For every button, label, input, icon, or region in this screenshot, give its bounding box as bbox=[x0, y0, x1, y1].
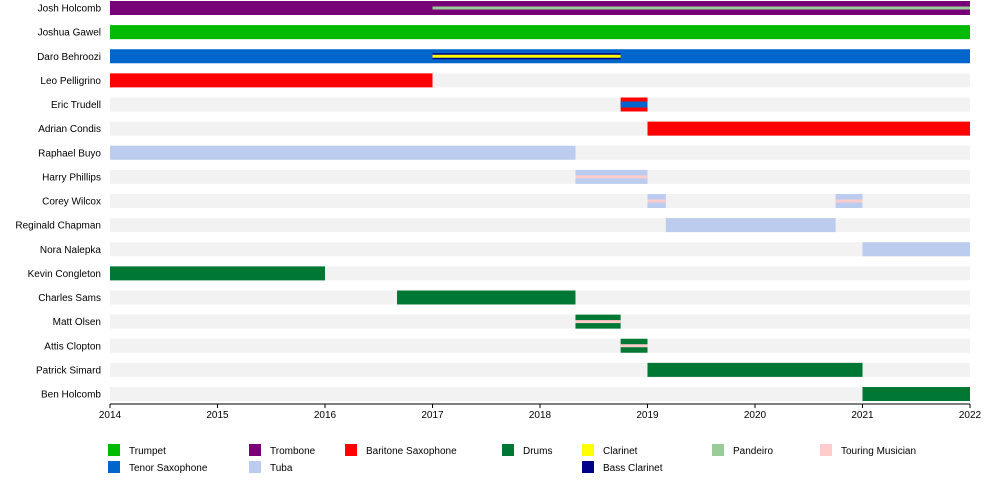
legend-label-clarinet: Clarinet bbox=[603, 446, 638, 457]
member-label-raphael-buyo: Raphael Buyo bbox=[38, 148, 101, 159]
row-background bbox=[110, 97, 970, 112]
legend-label-trombone: Trombone bbox=[270, 446, 316, 457]
row-background bbox=[110, 194, 970, 208]
member-label-joshua-gawel: Joshua Gawel bbox=[38, 28, 101, 39]
legend-swatch-trumpet bbox=[108, 444, 120, 456]
bar-leo-pelligrino-baritone-saxophone bbox=[110, 73, 433, 88]
legend-swatch-clarinet bbox=[582, 444, 594, 456]
bar-raphael-buyo-tuba bbox=[110, 145, 576, 160]
member-label-nora-nalepka: Nora Nalepka bbox=[40, 245, 102, 256]
legend-label-trumpet: Trumpet bbox=[129, 446, 166, 457]
timeline-bars bbox=[110, 1, 970, 401]
row-background bbox=[110, 218, 970, 233]
member-label-charles-sams: Charles Sams bbox=[38, 293, 101, 304]
legend: Trumpet Trombone Baritone Saxophone Drums Cl… bbox=[108, 444, 916, 474]
legend-swatch-touring-musician bbox=[820, 444, 832, 456]
legend-swatch-pandeiro bbox=[712, 444, 724, 456]
legend-swatch-trombone bbox=[249, 444, 261, 456]
x-tick-label-2018: 2018 bbox=[529, 410, 552, 421]
member-label-patrick-simard: Patrick Simard bbox=[36, 365, 101, 376]
row-background bbox=[110, 338, 970, 353]
member-label-eric-trudell: Eric Trudell bbox=[51, 100, 101, 111]
x-axis: 2014 2015 2016 2017 2018 2019 2020 2021 2022 bbox=[99, 403, 982, 421]
member-label-josh-holcomb: Josh Holcomb bbox=[38, 4, 102, 15]
member-label-attis-clopton: Attis Clopton bbox=[44, 341, 101, 352]
member-label-matt-olsen: Matt Olsen bbox=[53, 317, 101, 328]
legend-label-touring-musician: Touring Musician bbox=[841, 446, 916, 457]
legend-label-tenor-saxophone: Tenor Saxophone bbox=[129, 463, 208, 474]
bar-matt-olsen-touring-musician bbox=[575, 320, 621, 324]
legend-swatch-tenor-saxophone bbox=[108, 461, 120, 473]
legend-swatch-tuba bbox=[249, 461, 261, 473]
x-tick-label-2015: 2015 bbox=[206, 410, 229, 421]
legend-label-baritone-saxophone: Baritone Saxophone bbox=[366, 446, 457, 457]
bar-harry-phillips-touring-musician bbox=[575, 175, 648, 179]
bar-adrian-condis-baritone-saxophone bbox=[647, 121, 970, 136]
member-label-ben-holcomb: Ben Holcomb bbox=[41, 390, 101, 401]
legend-label-bass-clarinet: Bass Clarinet bbox=[603, 463, 663, 474]
bar-daro-behroozi-clarinet bbox=[432, 54, 621, 58]
legend-label-tuba: Tuba bbox=[270, 463, 293, 474]
bar-patrick-simard-drums bbox=[647, 362, 863, 377]
legend-swatch-bass-clarinet bbox=[582, 461, 594, 473]
legend-label-drums: Drums bbox=[523, 446, 552, 457]
member-label-leo-pelligrino: Leo Pelligrino bbox=[40, 76, 101, 87]
member-label-reginald-chapman: Reginald Chapman bbox=[15, 221, 101, 232]
bar-corey-wilcox-touring-musician bbox=[647, 199, 666, 203]
member-label-adrian-condis: Adrian Condis bbox=[38, 124, 101, 135]
member-label-daro-behroozi: Daro Behroozi bbox=[37, 52, 101, 63]
x-tick-label-2021: 2021 bbox=[851, 410, 874, 421]
member-label-kevin-congleton: Kevin Congleton bbox=[28, 269, 101, 280]
row-background bbox=[110, 242, 970, 257]
bar-reginald-chapman-tuba bbox=[665, 218, 836, 233]
member-label-corey-wilcox: Corey Wilcox bbox=[42, 197, 101, 208]
bar-corey-wilcox-touring-musician bbox=[835, 199, 863, 203]
bar-nora-nalepka-tuba bbox=[862, 242, 970, 257]
row-background bbox=[110, 169, 970, 184]
bar-attis-clopton-touring-musician bbox=[620, 344, 648, 348]
x-tick-label-2016: 2016 bbox=[314, 410, 337, 421]
row-background bbox=[110, 387, 970, 401]
member-labels: Josh Holcomb Joshua Gawel Daro Behroozi Leo… bbox=[15, 4, 101, 401]
legend-swatch-baritone-saxophone bbox=[345, 444, 357, 456]
bar-kevin-congleton-drums bbox=[110, 266, 325, 281]
x-tick-label-2019: 2019 bbox=[636, 410, 659, 421]
legend-swatch-drums bbox=[502, 444, 514, 456]
x-tick-label-2020: 2020 bbox=[744, 410, 767, 421]
legend-label-pandeiro: Pandeiro bbox=[733, 446, 773, 457]
member-label-harry-phillips: Harry Phillips bbox=[42, 172, 101, 183]
x-tick-label-2014: 2014 bbox=[99, 410, 122, 421]
bar-joshua-gawel-trumpet bbox=[110, 25, 970, 40]
x-tick-label-2022: 2022 bbox=[959, 410, 982, 421]
x-tick-label-2017: 2017 bbox=[421, 410, 444, 421]
bar-charles-sams-drums bbox=[397, 290, 576, 305]
bar-josh-holcomb-pandeiro bbox=[432, 6, 970, 10]
bar-eric-trudell-tenor-saxophone bbox=[620, 101, 648, 108]
row-background bbox=[110, 314, 970, 329]
bar-ben-holcomb-drums bbox=[862, 387, 970, 401]
